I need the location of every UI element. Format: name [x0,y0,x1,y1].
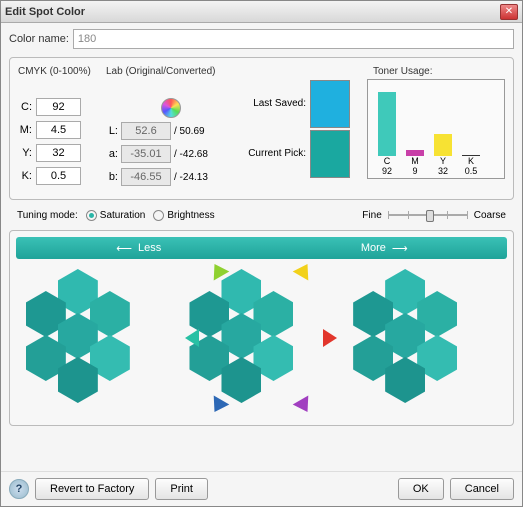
lab-header: Lab (Original/Converted) [106,66,236,90]
titlebar[interactable]: Edit Spot Color ✕ [1,1,522,23]
toner-usage-title: Toner Usage: [367,66,505,77]
b-input [121,168,171,186]
toner-bar [378,92,396,156]
direction-arrow-dr[interactable] [293,395,316,416]
toner-bar [434,134,452,156]
less-button[interactable]: ⟵Less [16,242,262,255]
fineness-slider[interactable] [388,208,468,222]
print-button[interactable]: Print [155,478,208,500]
fine-label: Fine [362,210,381,221]
close-icon[interactable]: ✕ [500,4,518,20]
window-title: Edit Spot Color [5,6,500,18]
current-pick-swatch [310,130,350,178]
m-label: M: [18,124,32,136]
hex-cluster [355,269,495,409]
help-icon[interactable]: ? [9,479,29,499]
ok-button[interactable]: OK [398,478,444,500]
direction-arrow-r[interactable] [323,329,337,347]
m-input[interactable] [36,121,81,139]
brightness-radio[interactable]: Brightness [153,210,214,221]
color-picker-panel: ⟵Less More⟶ [9,230,514,426]
direction-arrow-dl[interactable] [207,395,230,416]
values-panel: CMYK (0-100%) C: M: Y: K: Lab (Original/… [9,57,514,200]
a-input [121,145,171,163]
saturation-radio[interactable]: Saturation [86,210,146,221]
last-saved-label: Last Saved: [244,98,306,109]
hex-cluster [28,269,168,409]
cmyk-header: CMYK (0-100%) [18,66,98,90]
toner-bar-label: M9 [406,156,424,176]
y-input[interactable] [36,144,81,162]
color-name-input[interactable] [73,29,514,49]
k-label: K: [18,170,32,182]
edit-spot-color-dialog: Edit Spot Color ✕ Color name: CMYK (0-10… [0,0,523,507]
direction-arrow-ul[interactable] [207,259,230,280]
direction-arrow-l[interactable] [185,329,199,347]
toner-usage-chart: C92 M9 Y32 K0.5 [367,79,505,179]
toner-bar-label: C92 [378,156,396,176]
direction-arrow-ur[interactable] [293,259,316,280]
toner-bar-label: Y32 [434,156,452,176]
y-label: Y: [18,147,32,159]
coarse-label: Coarse [474,210,506,221]
more-button[interactable]: More⟶ [262,242,508,255]
hex-cluster [191,269,331,409]
cancel-button[interactable]: Cancel [450,478,514,500]
revert-button[interactable]: Revert to Factory [35,478,149,500]
tuning-mode-label: Tuning mode: [17,210,78,221]
color-name-label: Color name: [9,33,69,45]
current-pick-label: Current Pick: [244,148,306,159]
c-input[interactable] [36,98,81,116]
k-input[interactable] [36,167,81,185]
last-saved-swatch [310,80,350,128]
toner-bar-label: K0.5 [462,156,480,176]
l-input [121,122,171,140]
c-label: C: [18,101,32,113]
color-wheel-icon[interactable] [161,98,181,118]
